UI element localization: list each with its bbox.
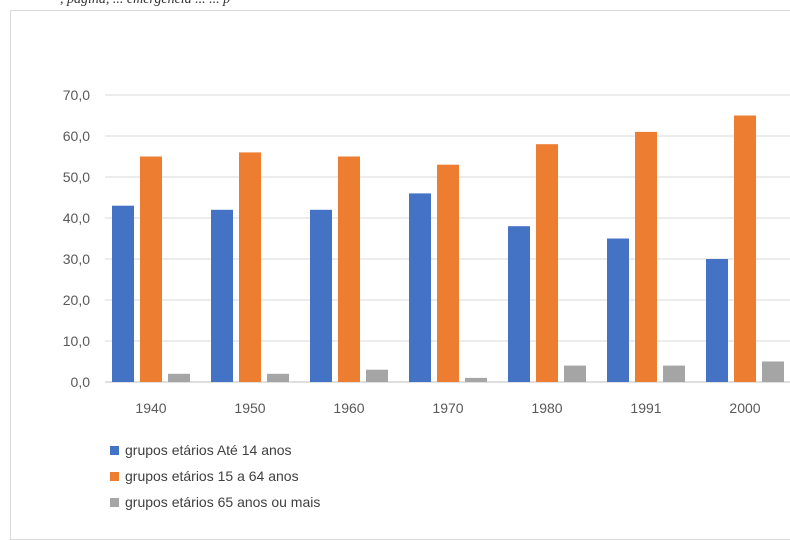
y-tick-label: 0,0	[71, 374, 91, 390]
legend: grupos etários Até 14 anos grupos etários…	[110, 437, 320, 515]
bar-1970-series-1	[437, 164, 459, 382]
y-axis-ticks: 0,0 10,0 20,0 30,0 40,0 50,0 60,0 70,0	[63, 87, 90, 390]
cropped-header-text: , pagina, ... emergencia ... ... p	[0, 0, 790, 10]
bar-1980-series-0	[508, 226, 530, 382]
x-tick-label: 1980	[531, 400, 562, 416]
x-tick-label: 1970	[432, 400, 463, 416]
legend-swatch	[110, 471, 119, 481]
bar-1991-series-1	[635, 131, 657, 382]
x-tick-label: 2000	[729, 400, 760, 416]
legend-label: grupos etários 15 a 64 anos	[125, 468, 299, 484]
bar-1940-series-2	[168, 373, 190, 382]
bar-1970-series-0	[409, 193, 431, 382]
bar-1960-series-2	[366, 369, 388, 382]
bar-2000-series-1	[734, 115, 756, 382]
header-fragment: , pagina, ... emergencia ... ... p	[60, 0, 230, 8]
bar-1950-series-1	[239, 152, 261, 382]
bars	[112, 115, 784, 382]
bar-1980-series-2	[564, 365, 586, 382]
y-tick-label: 10,0	[63, 333, 90, 349]
bar-1991-series-0	[607, 238, 629, 382]
x-tick-label: 1940	[135, 400, 166, 416]
bar-1970-series-2	[465, 377, 487, 382]
y-tick-label: 70,0	[63, 87, 90, 103]
bar-1940-series-1	[140, 156, 162, 382]
legend-label: grupos etários Até 14 anos	[125, 442, 292, 458]
y-tick-label: 30,0	[63, 251, 90, 267]
x-tick-label: 1960	[333, 400, 364, 416]
y-tick-label: 60,0	[63, 128, 90, 144]
y-tick-label: 50,0	[63, 169, 90, 185]
legend-swatch	[110, 497, 119, 507]
bar-2000-series-0	[706, 259, 728, 382]
legend-label: grupos etários 65 anos ou mais	[125, 494, 321, 510]
x-tick-label: 1991	[630, 400, 661, 416]
legend-item: grupos etários 65 anos ou mais	[110, 489, 320, 515]
bar-1960-series-1	[338, 156, 360, 382]
bar-1940-series-0	[112, 205, 134, 382]
bar-1950-series-2	[267, 373, 289, 382]
legend-item: grupos etários 15 a 64 anos	[110, 463, 320, 489]
bar-1950-series-0	[211, 209, 233, 382]
bar-1980-series-1	[536, 144, 558, 382]
legend-swatch	[110, 445, 119, 455]
legend-item: grupos etários Até 14 anos	[110, 437, 320, 463]
x-axis-ticks: 1940 1950 1960 1970 1980 1991 2000	[135, 400, 760, 416]
x-tick-label: 1950	[234, 400, 265, 416]
y-tick-label: 20,0	[63, 292, 90, 308]
bar-1991-series-2	[663, 365, 685, 382]
bar-1960-series-0	[310, 209, 332, 382]
bar-chart: 0,0 10,0 20,0 30,0 40,0 50,0 60,0 70,0 1940 1950…	[63, 87, 790, 416]
y-tick-label: 40,0	[63, 210, 90, 226]
bar-2000-series-2	[762, 361, 784, 382]
